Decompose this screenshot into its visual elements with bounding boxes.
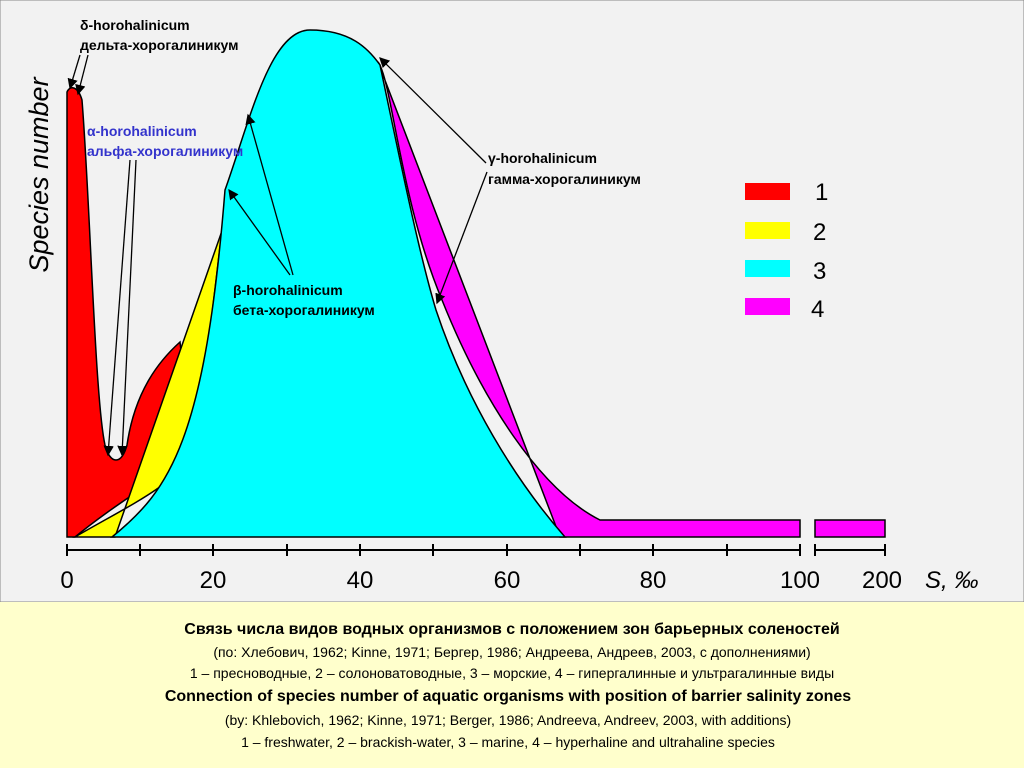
annotation: бета-хорогалиникум bbox=[233, 302, 375, 318]
legend-swatch bbox=[745, 222, 790, 239]
x-tick-label: 40 bbox=[347, 567, 374, 594]
legend-swatch bbox=[745, 298, 790, 315]
caption: (по: Хлебович, 1962; Kinne, 1971; Бергер… bbox=[213, 644, 810, 660]
annotation: β-horohalinicum bbox=[233, 282, 343, 298]
annotation: α-horohalinicum bbox=[87, 123, 197, 139]
y-axis-label: Species number bbox=[24, 76, 54, 272]
caption: Connection of species number of aquatic … bbox=[165, 688, 851, 705]
x-tick-label: 100 bbox=[780, 567, 820, 594]
arrows bbox=[67, 54, 488, 457]
x-axis-label: S, ‰ bbox=[925, 567, 978, 594]
caption: 1 – freshwater, 2 – brackish-water, 3 – … bbox=[241, 734, 775, 750]
hyperhaline-area-2 bbox=[814, 519, 886, 538]
legend-swatch bbox=[745, 183, 790, 200]
x-tick-label: 60 bbox=[494, 567, 521, 594]
annotation: дельта-хорогалиникум bbox=[80, 37, 238, 53]
legend-label: 2 bbox=[813, 219, 826, 246]
x-tick-label: 200 bbox=[862, 567, 902, 594]
hyperhaline-area bbox=[377, 61, 801, 538]
caption: 1 – пресноводные, 2 – солоноватоводные, … bbox=[190, 665, 834, 681]
annotation: альфа-хорогалиникум bbox=[87, 143, 243, 159]
marine-area bbox=[109, 29, 567, 538]
annotation: гамма-хорогалиникум bbox=[488, 171, 641, 187]
x-tick-label: 20 bbox=[200, 567, 227, 594]
caption: Связь числа видов водных организмов с по… bbox=[184, 621, 839, 638]
caption-area bbox=[0, 602, 1024, 768]
x-tick-label: 0 bbox=[60, 567, 73, 594]
x-axis bbox=[66, 544, 886, 556]
x-tick-label: 80 bbox=[640, 567, 667, 594]
legend-label: 3 bbox=[813, 258, 826, 285]
annotation: δ-horohalinicum bbox=[80, 17, 190, 33]
legend-swatch bbox=[745, 260, 790, 277]
legend-label: 1 bbox=[815, 179, 828, 206]
caption: (by: Khlebovich, 1962; Kinne, 1971; Berg… bbox=[225, 712, 791, 728]
annotation: γ-horohalinicum bbox=[488, 150, 597, 166]
legend-label: 4 bbox=[811, 296, 824, 323]
